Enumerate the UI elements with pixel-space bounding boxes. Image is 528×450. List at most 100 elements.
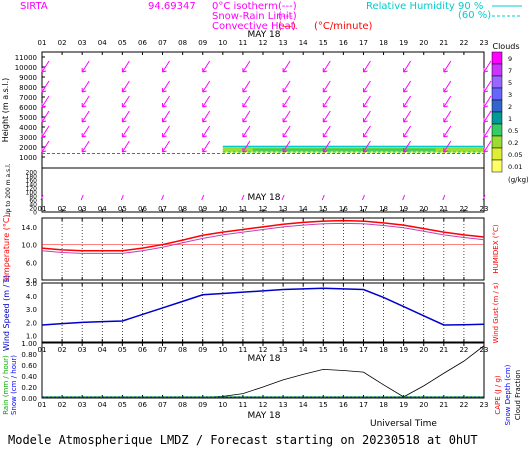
- wind-tick-label: 5.0: [26, 280, 37, 288]
- y-tick-label: 2000: [19, 144, 37, 152]
- wind-barb-head: [41, 120, 47, 123]
- wind-barb: [121, 125, 130, 138]
- low-wind-barb: [161, 194, 165, 201]
- wind-barb: [322, 80, 331, 93]
- wind-barb: [322, 95, 331, 108]
- wind-barb: [121, 95, 130, 108]
- wind-barb-head: [403, 105, 408, 108]
- height-axis-label: Height (m a.s.l.): [1, 78, 10, 143]
- wind-barb: [202, 110, 211, 123]
- y-tick-label-low: 20: [29, 206, 37, 213]
- wind-barb-head: [323, 70, 328, 73]
- hour-tick-label: 03: [78, 401, 87, 409]
- wind-barb: [363, 95, 371, 108]
- wind-barb-head: [41, 90, 47, 93]
- wind-barb: [81, 60, 90, 73]
- clouds-legend-label: 3: [508, 91, 512, 99]
- wind-barb-head: [443, 135, 448, 138]
- hour-tick-label: 06: [138, 39, 147, 47]
- wind-barb: [282, 60, 291, 73]
- clouds-legend-title: Clouds: [492, 42, 519, 51]
- hour-tick-label: 22: [459, 205, 468, 213]
- wind-barb-head: [363, 150, 368, 153]
- hour-tick-label: 19: [399, 205, 408, 213]
- wind-barb-head: [122, 70, 127, 73]
- hour-tick-label: 13: [279, 346, 288, 354]
- clouds-legend-swatch: [491, 75, 503, 89]
- snow-rain-legend: Snow-Rain Limit: [212, 11, 293, 22]
- hour-tick-label: 07: [158, 39, 167, 47]
- hour-tick-label: 09: [198, 205, 207, 213]
- wind-tick-label: 2.0: [26, 319, 37, 327]
- wind-gust-axis-label: Wind Gust (m / s): [492, 282, 500, 343]
- clouds-legend-swatch: [491, 87, 503, 101]
- hour-tick-label: 09: [198, 346, 207, 354]
- cloud-band-dense: [252, 148, 436, 151]
- wind-barb: [162, 60, 170, 73]
- wind-barb: [282, 140, 291, 153]
- hour-tick-label: 08: [178, 401, 187, 409]
- hour-tick-label: 02: [58, 346, 67, 354]
- wind-barb: [162, 95, 170, 108]
- wind-tick-label: 4.0: [26, 293, 37, 301]
- hour-tick-label: 15: [319, 39, 328, 47]
- precip-tick-label: 1.00: [21, 340, 37, 348]
- clouds-legend-label: 0.5: [508, 127, 518, 135]
- wind-barb: [242, 60, 251, 73]
- wind-tick-label: 1.0: [26, 332, 37, 340]
- rain-axis-label: Rain (mm / hour): [2, 355, 10, 415]
- wind-barb: [121, 110, 130, 123]
- clouds-legend-swatch: [491, 111, 503, 125]
- wind-barb: [403, 140, 412, 153]
- wind-barb: [363, 125, 371, 138]
- wind-barb: [363, 80, 371, 93]
- convective-legend-marker: (—): [278, 21, 296, 32]
- isotherm-legend: 0°C isotherm: [212, 1, 278, 12]
- hour-tick-label: 03: [78, 346, 87, 354]
- hour-tick-label: 03: [78, 39, 87, 47]
- wind-barb: [322, 110, 331, 123]
- wind-barb-head: [403, 120, 408, 123]
- hour-tick-label: 18: [379, 346, 388, 354]
- precip-tick-label: 0.40: [21, 373, 37, 381]
- wind-barb-head: [242, 105, 248, 108]
- wind-barb-head: [323, 120, 328, 123]
- wind-barb-head: [122, 90, 127, 93]
- wind-barb: [282, 95, 291, 108]
- panels: 01 02 03 04 05 06 07 08 09 10 11 12 13 14 15 16 17 18 19 20…: [1, 30, 528, 425]
- wind-barb-head: [363, 90, 368, 93]
- wind-barb: [443, 140, 452, 153]
- wind-barb: [81, 110, 90, 123]
- clouds-legend-swatch: [491, 99, 503, 113]
- hour-tick-label: 11: [238, 39, 247, 47]
- wind-barb: [41, 125, 50, 138]
- wind-barb-head: [363, 120, 368, 123]
- precip-tick-label: 0.60: [21, 362, 37, 370]
- hour-tick-label: 15: [319, 205, 328, 213]
- y-tick-label: 8000: [19, 84, 37, 92]
- wind-barb-head: [82, 120, 87, 123]
- y-tick-label: 9000: [19, 74, 37, 82]
- hour-tick-label: 19: [399, 401, 408, 409]
- wind-barb: [242, 80, 251, 93]
- wind-barb: [202, 95, 211, 108]
- wind-barb-head: [282, 70, 288, 73]
- hour-tick-label: 21: [439, 205, 448, 213]
- hour-tick-label: 17: [359, 205, 368, 213]
- wind-barb: [41, 110, 50, 123]
- wind-barb-head: [162, 70, 167, 73]
- wind-barb: [363, 140, 371, 153]
- wind-barb: [322, 125, 331, 138]
- hour-tick-label: 18: [379, 205, 388, 213]
- hour-tick-label: 22: [459, 346, 468, 354]
- hour-tick-label: 17: [359, 346, 368, 354]
- hour-tick-label: 07: [158, 346, 167, 354]
- wind-barb: [202, 140, 211, 153]
- hour-tick-label: 23: [480, 205, 489, 213]
- wind-barb-head: [323, 105, 328, 108]
- wind-barb: [403, 110, 412, 123]
- wind-barb-head: [443, 70, 448, 73]
- wind-barb-head: [282, 105, 288, 108]
- wind-barb: [162, 80, 170, 93]
- wind-barb: [242, 125, 251, 138]
